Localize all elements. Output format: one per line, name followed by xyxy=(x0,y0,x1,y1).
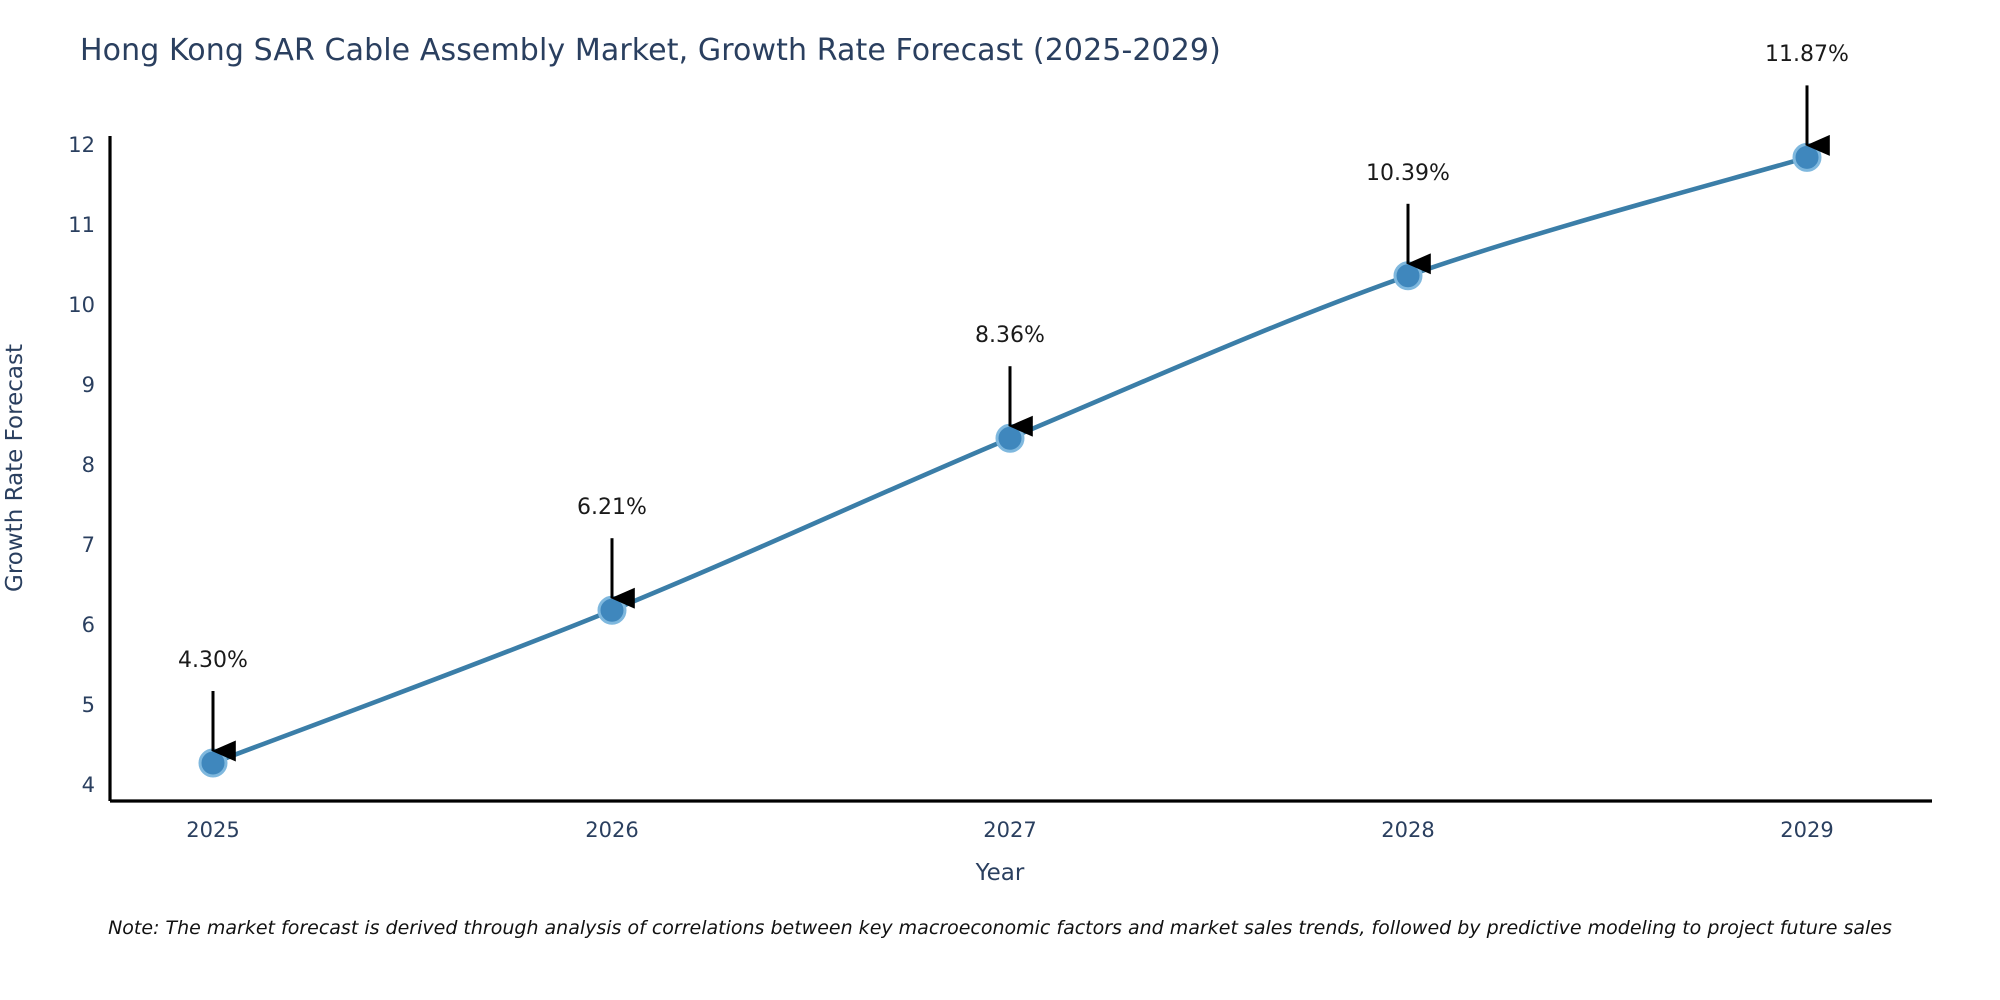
data-markers xyxy=(198,142,1822,778)
y-tick-label: 10 xyxy=(68,293,95,317)
y-tick-label: 7 xyxy=(81,533,95,557)
data-point-label: 10.39% xyxy=(1366,160,1450,186)
data-point-marker[interactable] xyxy=(597,595,627,625)
data-line-growth-rate-forecast xyxy=(210,155,1810,766)
y-tick-label: 6 xyxy=(81,613,95,637)
annotation-arrows xyxy=(211,85,1830,762)
data-point-label: 6.21% xyxy=(577,495,647,521)
x-tick-label: 2025 xyxy=(186,818,240,842)
chart-footnote: Note: The market forecast is derived thr… xyxy=(108,917,1892,939)
x-tick-label: 2028 xyxy=(1381,818,1435,842)
x-axis-title: Year xyxy=(975,860,1025,886)
x-tick-label: 2027 xyxy=(983,818,1037,842)
y-tick-label: 8 xyxy=(81,453,95,477)
data-point-marker[interactable] xyxy=(1792,142,1822,172)
page-title: Hong Kong SAR Cable Assembly Market, Gro… xyxy=(80,33,1221,68)
y-tick-label: 4 xyxy=(81,773,95,797)
x-tick-label: 2029 xyxy=(1780,818,1834,842)
y-tick-label: 5 xyxy=(81,693,95,717)
data-point-label: 4.30% xyxy=(178,648,248,673)
data-point-label: 8.36% xyxy=(975,323,1045,349)
data-point-label: 11.87% xyxy=(1765,42,1849,68)
y-tick-label: 11 xyxy=(68,213,95,237)
y-tick-label: 12 xyxy=(68,133,95,157)
data-point-marker[interactable] xyxy=(995,423,1025,453)
x-tick-label: 2026 xyxy=(585,818,639,842)
y-tick-label: 9 xyxy=(81,373,95,397)
data-point-marker[interactable] xyxy=(1393,261,1423,291)
y-axis-title: Growth Rate Forecast xyxy=(2,344,28,592)
data-point-marker[interactable] xyxy=(198,748,228,778)
